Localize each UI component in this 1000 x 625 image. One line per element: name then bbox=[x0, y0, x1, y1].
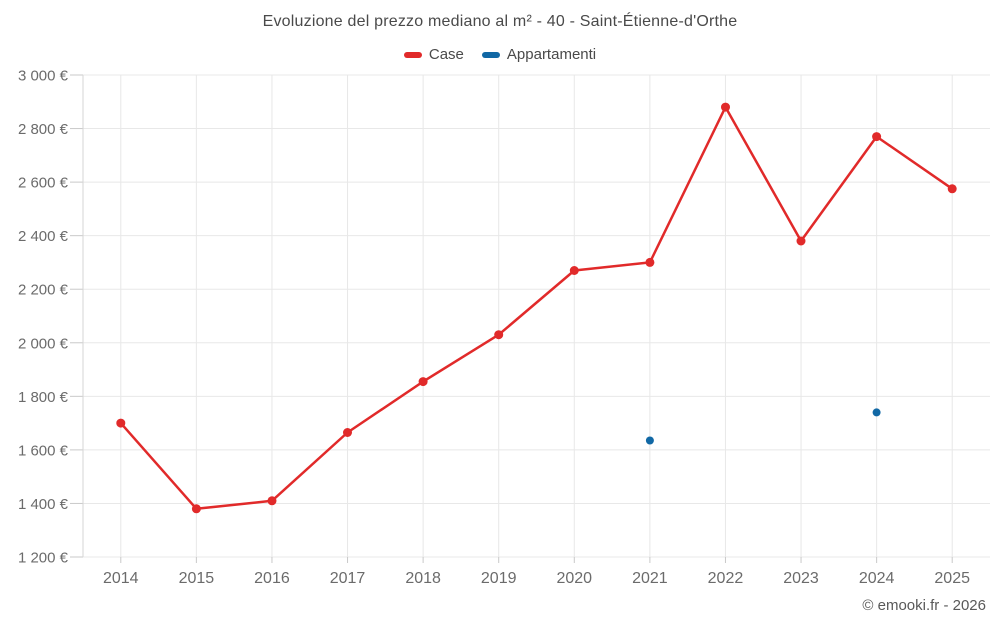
x-tick-label: 2015 bbox=[179, 570, 215, 587]
series-appartamenti bbox=[645, 408, 881, 445]
data-point-case-2015[interactable] bbox=[191, 504, 201, 514]
y-tick-label: 2 600 € bbox=[18, 175, 69, 192]
data-point-appartamenti-2024[interactable] bbox=[872, 408, 881, 417]
legend-label: Appartamenti bbox=[506, 46, 597, 63]
chart-title: Evoluzione del prezzo mediano al m² - 40… bbox=[262, 13, 738, 30]
x-tick-label: 2017 bbox=[330, 570, 366, 587]
series-case bbox=[116, 102, 957, 514]
y-tick-label: 1 600 € bbox=[18, 442, 69, 459]
data-point-case-2020[interactable] bbox=[569, 266, 579, 275]
x-tick-label: 2022 bbox=[708, 570, 744, 587]
x-tick-label: 2025 bbox=[934, 570, 970, 587]
credit-footer: © emooki.fr - 2026 bbox=[862, 597, 986, 614]
data-point-case-2023[interactable] bbox=[796, 236, 806, 246]
data-point-case-2018[interactable] bbox=[418, 377, 428, 387]
x-tick-label: 2014 bbox=[103, 570, 139, 587]
x-tick-label: 2018 bbox=[405, 570, 441, 587]
y-tick-label: 2 200 € bbox=[18, 282, 69, 299]
data-point-appartamenti-2021[interactable] bbox=[645, 436, 654, 445]
gridlines bbox=[83, 74, 990, 558]
data-point-case-2017[interactable] bbox=[343, 428, 352, 437]
y-tick-label: 3 000 € bbox=[18, 68, 69, 85]
axis-labels: 1 200 € 1 400 € 1 600 € 1 800 € 2 000 € 2 200… bbox=[18, 68, 970, 588]
legend-swatch-icon bbox=[403, 51, 422, 58]
data-point-case-2019[interactable] bbox=[494, 330, 504, 340]
x-tick-label: 2019 bbox=[481, 570, 517, 587]
y-tick-label: 1 800 € bbox=[18, 389, 69, 406]
y-tick-label: 2 000 € bbox=[18, 335, 69, 352]
legend-label: Case bbox=[428, 46, 464, 63]
x-tick-label: 2021 bbox=[632, 570, 668, 587]
y-tick-label: 1 200 € bbox=[18, 550, 69, 567]
legend-item-case[interactable]: Case bbox=[403, 46, 464, 63]
data-point-case-2025[interactable] bbox=[947, 184, 957, 194]
legend-item-appartamenti[interactable]: Appartamenti bbox=[481, 46, 597, 63]
x-tick-label: 2020 bbox=[556, 570, 592, 587]
data-point-case-2021[interactable] bbox=[645, 257, 655, 267]
data-point-case-2016[interactable] bbox=[267, 496, 277, 506]
x-tick-label: 2016 bbox=[254, 570, 290, 587]
x-tick-label: 2024 bbox=[859, 570, 895, 587]
x-tick-label: 2023 bbox=[783, 570, 819, 587]
data-point-case-2014[interactable] bbox=[116, 418, 126, 428]
legend-swatch-icon bbox=[481, 51, 500, 58]
chart-legend: Case Appartamenti bbox=[0, 46, 1000, 63]
axis-ticks bbox=[70, 74, 953, 563]
y-tick-label: 1 400 € bbox=[18, 496, 69, 513]
y-tick-label: 2 400 € bbox=[18, 228, 69, 245]
line-case bbox=[119, 105, 954, 511]
data-point-case-2022[interactable] bbox=[721, 102, 730, 112]
y-tick-label: 2 800 € bbox=[18, 121, 69, 138]
data-point-case-2024[interactable] bbox=[872, 132, 882, 142]
